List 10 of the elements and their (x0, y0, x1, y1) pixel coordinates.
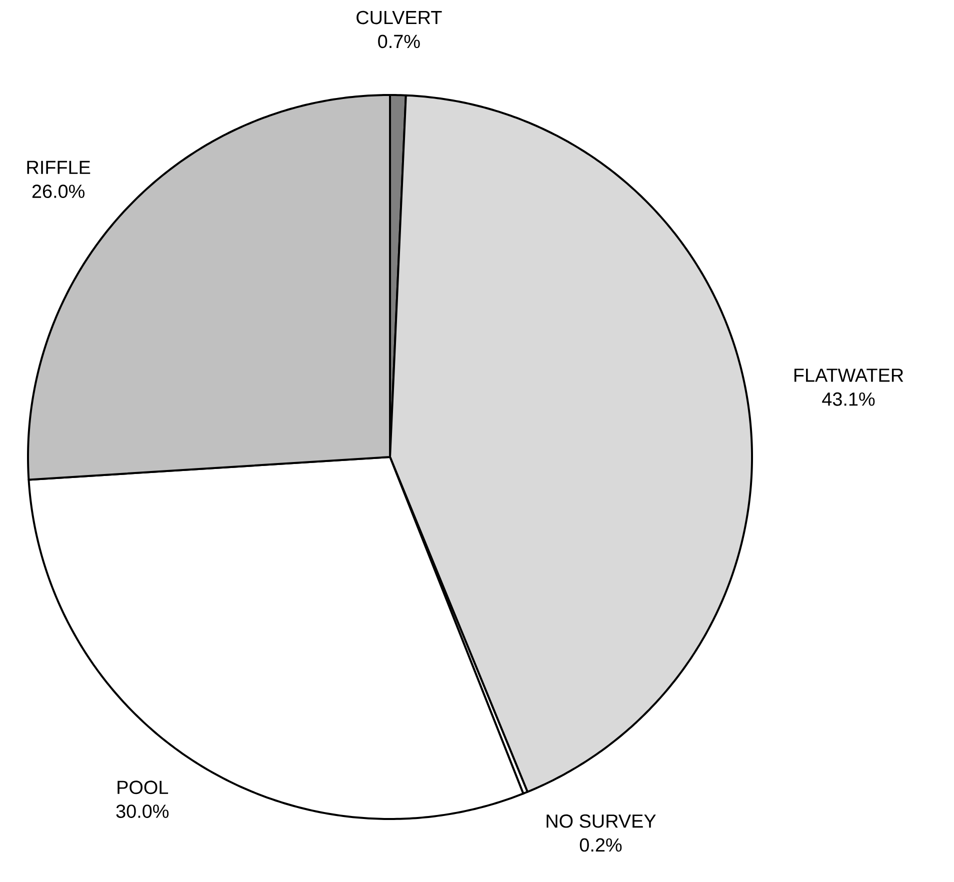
data-label: 0.7% (378, 34, 420, 48)
data-label: 0.2% (580, 838, 622, 852)
data-label: 30.0% (116, 804, 169, 818)
slice-label: NO SURVEY (546, 814, 656, 828)
slice-label: RIFFLE (27, 160, 90, 174)
data-label: 43.1% (822, 392, 875, 406)
data-label: 26.0% (32, 184, 84, 198)
slice-label: FLATWATER (794, 368, 904, 382)
slice-label: CULVERT (356, 10, 442, 24)
slice-label: POOL (118, 780, 168, 794)
